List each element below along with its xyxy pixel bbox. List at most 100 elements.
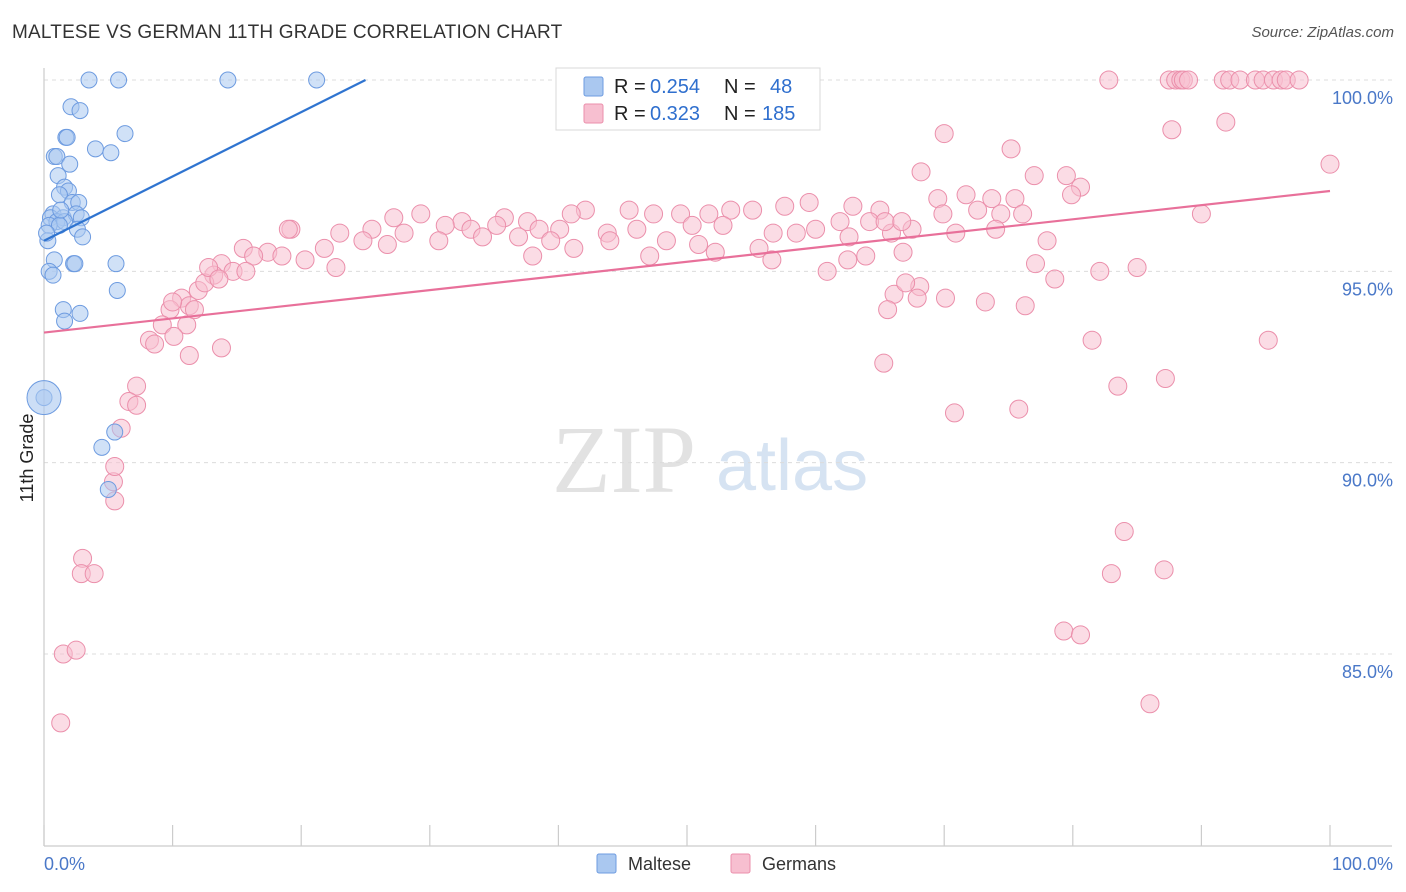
maltese-n-label: N =	[724, 76, 756, 98]
germans-point	[1056, 166, 1076, 186]
germans-point	[411, 204, 431, 224]
maltese-point-large	[26, 380, 62, 416]
germans-point	[1140, 694, 1160, 714]
germans-point	[1090, 261, 1110, 281]
germans-point	[1114, 522, 1134, 542]
germans-point	[762, 250, 782, 270]
maltese-point	[61, 155, 79, 173]
germans-point	[127, 395, 147, 415]
chart-title: MALTESE VS GERMAN 11TH GRADE CORRELATION…	[12, 22, 563, 43]
germans-point	[564, 238, 584, 258]
germans-point	[473, 227, 493, 247]
maltese-point	[80, 71, 98, 89]
germans-point	[66, 640, 86, 660]
germans-point	[1155, 368, 1175, 388]
maltese-r-label: R =	[614, 76, 646, 98]
germans-point	[878, 300, 898, 320]
germans-point	[1024, 166, 1044, 186]
germans-point	[1101, 564, 1121, 584]
maltese-point	[56, 312, 74, 330]
maltese-r-value: 0.254	[650, 76, 700, 98]
germans-point	[509, 227, 529, 247]
series-legend: Maltese Germans	[596, 853, 836, 874]
germans-point	[682, 215, 702, 235]
germans-point	[896, 273, 916, 293]
watermark-atlas: atlas	[716, 426, 868, 506]
maltese-point	[108, 281, 126, 299]
germans-point	[1009, 399, 1029, 419]
gridlines	[44, 79, 1392, 655]
germans-swatch	[583, 103, 604, 124]
germans-point	[1179, 70, 1199, 90]
germans-point	[1005, 189, 1025, 209]
germans-point	[179, 346, 199, 366]
germans-point	[1289, 70, 1309, 90]
germans-point	[209, 269, 229, 289]
maltese-point	[44, 266, 62, 284]
germans-point	[394, 223, 414, 243]
germans-point	[944, 403, 964, 423]
germans-point	[1191, 204, 1211, 224]
maltese-point	[52, 201, 70, 219]
germans-point	[830, 212, 850, 232]
germans-point	[1127, 258, 1147, 278]
maltese-point	[107, 255, 125, 273]
germans-point	[330, 223, 350, 243]
germans-point	[184, 300, 204, 320]
germans-point	[619, 200, 639, 220]
germans-point	[326, 258, 346, 278]
germans-point	[933, 204, 953, 224]
germans-point	[1071, 625, 1091, 645]
germans-point	[875, 212, 895, 232]
germans-point	[236, 261, 256, 281]
germans-point	[244, 246, 264, 266]
germans-point	[1154, 560, 1174, 580]
watermark: ZIP atlas	[552, 406, 868, 513]
germans-r-value: 0.323	[650, 103, 700, 125]
watermark-zip: ZIP	[552, 406, 696, 513]
x-tick-label-min: 0.0%	[44, 854, 85, 874]
maltese-point	[219, 71, 237, 89]
germans-point	[763, 223, 783, 243]
germans-point	[1045, 269, 1065, 289]
y-tick-label: 90.0%	[1342, 471, 1393, 491]
germans-point	[429, 231, 449, 251]
germans-point	[644, 204, 664, 224]
y-axis-label: 11th Grade	[17, 414, 37, 503]
germans-point	[164, 326, 184, 346]
maltese-point	[71, 304, 89, 322]
germans-point	[671, 204, 691, 224]
maltese-trendline	[43, 79, 366, 242]
germans-point	[968, 200, 988, 220]
germans-point	[1015, 296, 1035, 316]
germans-point	[145, 334, 165, 354]
germans-point	[529, 219, 549, 239]
germans-point	[892, 212, 912, 232]
x-tick-label-max: 100.0%	[1332, 854, 1393, 874]
germans-point	[1062, 185, 1082, 205]
germans-series	[51, 70, 1340, 733]
y-tick-label: 85.0%	[1342, 662, 1393, 682]
germans-point	[377, 235, 397, 255]
germans-point	[1013, 204, 1033, 224]
maltese-point	[71, 102, 89, 120]
germans-point	[353, 231, 373, 251]
germans-point	[743, 200, 763, 220]
germans-point	[1054, 621, 1074, 641]
legend-maltese-swatch	[596, 853, 617, 874]
maltese-point	[86, 140, 104, 158]
germans-point	[689, 235, 709, 255]
maltese-point	[116, 125, 134, 143]
germans-point	[278, 219, 298, 239]
stats-legend: R = 0.254 N = 48 R = 0.323 N = 185	[555, 67, 821, 131]
germans-point	[487, 215, 507, 235]
germans-n-value: 185	[762, 103, 795, 125]
germans-point	[163, 292, 183, 312]
germans-point	[799, 192, 819, 212]
maltese-series	[26, 71, 326, 498]
germans-point	[934, 124, 954, 144]
germans-point	[1258, 330, 1278, 350]
germans-point	[713, 215, 733, 235]
germans-point	[656, 231, 676, 251]
